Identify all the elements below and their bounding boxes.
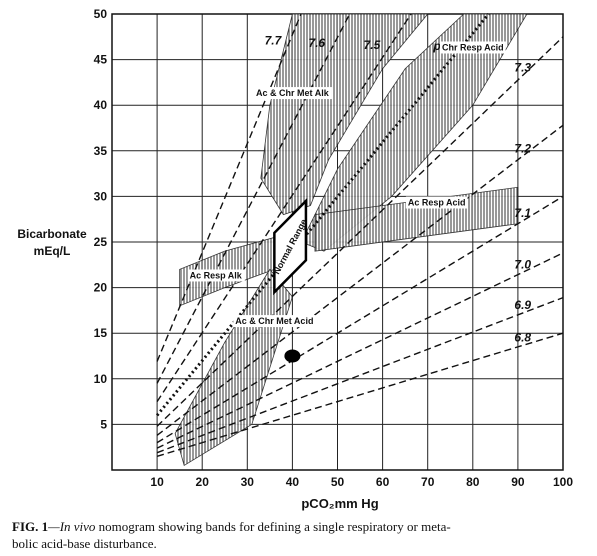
band-label: Ac & Chr Met Acid: [235, 316, 313, 326]
caption: bolic acid-base disturbance.: [12, 536, 157, 551]
band-label: Ac & Chr Met Alk: [256, 88, 330, 98]
band-label-bg: [187, 269, 245, 282]
x-tick-label: 50: [331, 475, 345, 489]
x-tick-label: 70: [421, 475, 435, 489]
x-tick-label: 10: [150, 475, 164, 489]
isopleth-label: 6.8: [514, 331, 531, 345]
band-label: Ac Resp Acid: [408, 198, 466, 208]
y-tick-label: 30: [94, 189, 108, 203]
isopleth-line: [156, 296, 564, 454]
isopleth-label: 7.0: [514, 257, 531, 271]
caption-part: FIG. 1: [12, 519, 48, 534]
isopleth-line: [156, 36, 564, 427]
y-axis-label: Bicarbonate: [17, 227, 87, 241]
band-label: Chr Resp Acid: [442, 42, 504, 52]
y-axis-label: mEq/L: [34, 244, 71, 258]
y-tick-label: 40: [94, 98, 108, 112]
isopleth-label: 7.3: [514, 61, 531, 75]
normal-range: [273, 197, 308, 296]
band-label-bg: [233, 315, 316, 328]
y-tick-label: 45: [94, 53, 108, 67]
isopleth-label: 7.7: [265, 34, 283, 48]
caption-part: nomogram showing bands for defining a si…: [95, 519, 450, 534]
isopleth-label: 7.1: [514, 206, 531, 220]
x-tick-label: 30: [241, 475, 255, 489]
x-tick-label: 60: [376, 475, 390, 489]
isopleth-line: [156, 13, 302, 362]
caption-part: In vivo: [59, 519, 96, 534]
isopleth-line: [156, 13, 412, 402]
band-label-bg: [439, 41, 506, 54]
caption: FIG. 1—In vivo nomogram showing bands fo…: [12, 519, 451, 534]
y-tick-label: 10: [94, 372, 108, 386]
x-tick-label: 90: [511, 475, 525, 489]
x-tick-label: 100: [553, 475, 573, 489]
isopleth-label: 6.9: [514, 298, 531, 312]
isopleth-line: [156, 332, 564, 457]
isopleth-line: [156, 195, 564, 444]
x-axis-label: pCO₂mm Hg: [301, 496, 378, 511]
band-label-bg: [405, 196, 468, 209]
band-label-bg: [254, 87, 332, 100]
isopleth-label: 7.6: [308, 36, 325, 50]
x-tick-label: 20: [196, 475, 210, 489]
y-tick-label: 15: [94, 326, 108, 340]
isopleth-line: [156, 252, 564, 449]
isopleth-label: 7.5: [364, 38, 381, 52]
x-tick-label: 40: [286, 475, 300, 489]
band: [260, 13, 429, 216]
isopleth-label: 7.2: [514, 141, 531, 155]
y-tick-label: 50: [94, 7, 108, 21]
x-tick-label: 80: [466, 475, 480, 489]
y-tick-label: 20: [94, 281, 108, 295]
isopleth-line: [156, 13, 351, 384]
y-tick-label: 35: [94, 144, 108, 158]
y-tick-label: 5: [100, 417, 107, 431]
marker: [284, 349, 301, 363]
y-tick-label: 25: [94, 235, 108, 249]
isopleth-line: [156, 124, 564, 436]
isopleth-line: [155, 13, 490, 417]
band-label: Ac Resp Alk: [190, 270, 243, 280]
caption-part: —: [47, 519, 60, 534]
